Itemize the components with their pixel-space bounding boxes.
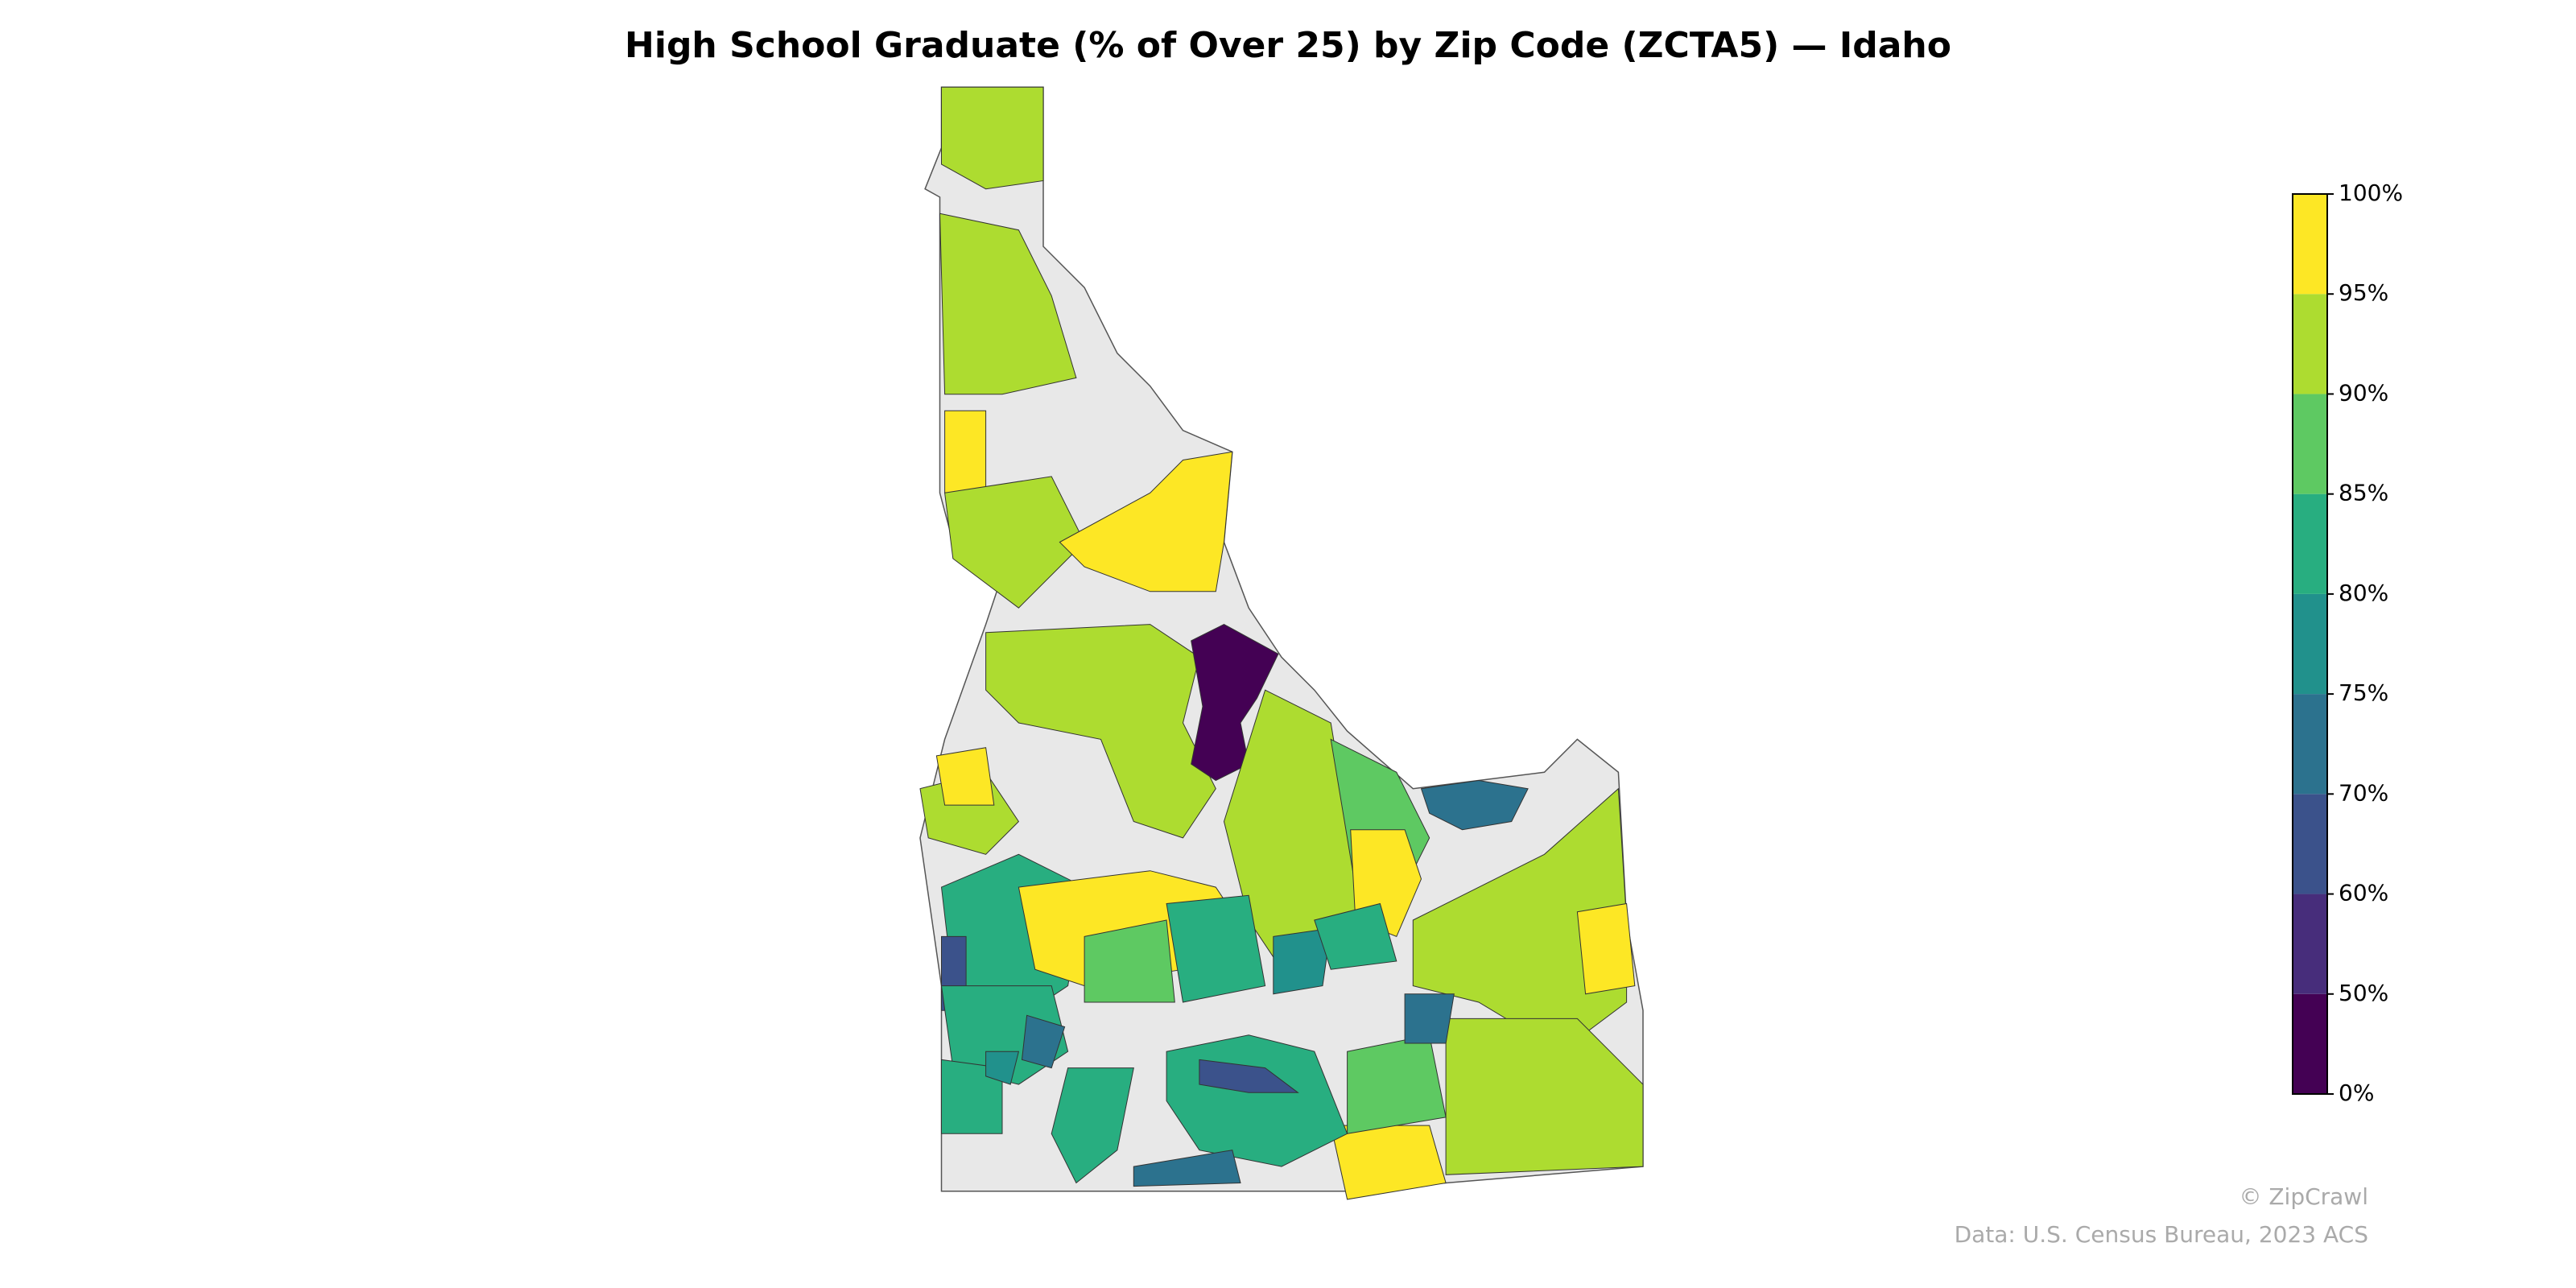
source-note: Data: U.S. Census Bureau, 2023 ACS	[1955, 1221, 2368, 1248]
colorbar-tick-label: 85%	[2339, 480, 2388, 506]
zip-region	[1412, 787, 1628, 1052]
zip-region	[941, 86, 1044, 190]
zip-region	[1273, 927, 1331, 995]
colorbar-bin	[2293, 493, 2327, 594]
zip-region	[1404, 993, 1455, 1044]
colorbar-bin	[2293, 394, 2327, 494]
colorbar-tick-label: 90%	[2339, 379, 2388, 406]
colorbar-tick-label: 75%	[2339, 679, 2388, 706]
map-title: High School Graduate (% of Over 25) by Z…	[625, 25, 1951, 66]
colorbar-bin	[2293, 794, 2327, 894]
zip-region	[1191, 624, 1279, 782]
credit: © ZipCrawl	[2239, 1183, 2368, 1210]
zip-region	[985, 1051, 1020, 1085]
zip-region	[1021, 1014, 1066, 1069]
zip-region	[1059, 451, 1233, 592]
zip-region	[985, 624, 1216, 839]
zip-region	[939, 213, 1077, 395]
colorbar-bin	[2293, 694, 2327, 795]
colorbar: 0% 50% 60% 70% 75% 80% 85% 90% 95% 100%	[2292, 180, 2403, 1106]
zip-region	[1330, 1125, 1447, 1200]
zip-region	[1420, 779, 1529, 831]
zip-region	[935, 747, 995, 806]
colorbar-bin	[2293, 294, 2327, 394]
zip-region	[1051, 1067, 1134, 1184]
colorbar-tick-label: 0%	[2339, 1080, 2374, 1106]
colorbar-bin	[2293, 194, 2327, 295]
colorbar-tick-label: 60%	[2339, 880, 2388, 906]
colorbar-tick-label: 80%	[2339, 580, 2388, 606]
zip-region	[1576, 902, 1636, 995]
zip-region	[1445, 1018, 1644, 1175]
colorbar-bin	[2293, 593, 2327, 695]
zip-region	[1347, 1034, 1447, 1134]
zip-region	[1084, 919, 1175, 1003]
zip-region	[944, 476, 1085, 609]
colorbar-tick-label: 70%	[2339, 779, 2388, 806]
colorbar-bin	[2293, 993, 2327, 1094]
state-map	[919, 86, 1644, 1200]
colorbar-tick-label: 50%	[2339, 980, 2388, 1006]
colorbar-tick-label: 100%	[2339, 180, 2403, 206]
zip-region	[944, 410, 987, 493]
colorbar-frame	[2292, 193, 2328, 1095]
zip-region	[1314, 902, 1397, 970]
zip-region	[941, 1059, 1003, 1134]
zip-region	[1166, 894, 1266, 1003]
colorbar-tick-label: 95%	[2339, 279, 2388, 306]
colorbar-bin	[2293, 894, 2327, 994]
zip-region	[1199, 1059, 1299, 1093]
zip-region	[1133, 1150, 1241, 1187]
